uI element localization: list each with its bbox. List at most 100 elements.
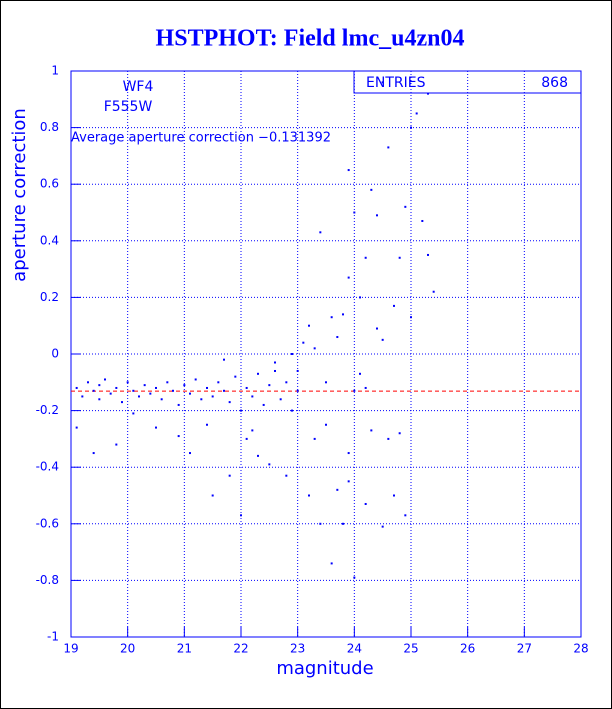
y-tick-label: -1 bbox=[47, 630, 59, 644]
x-tick-label: 19 bbox=[63, 642, 78, 656]
point bbox=[274, 369, 276, 372]
point bbox=[342, 313, 344, 316]
point bbox=[308, 324, 310, 327]
point bbox=[313, 347, 316, 350]
point bbox=[370, 188, 373, 191]
point bbox=[376, 327, 378, 330]
point bbox=[245, 437, 248, 440]
point bbox=[353, 211, 356, 214]
point bbox=[427, 92, 429, 95]
point bbox=[381, 338, 384, 341]
point bbox=[228, 401, 231, 404]
point bbox=[228, 474, 231, 477]
point bbox=[251, 395, 254, 398]
point bbox=[410, 126, 412, 129]
x-tick-label: 20 bbox=[120, 642, 135, 656]
point bbox=[160, 398, 163, 401]
y-tick-label: -0.6 bbox=[36, 516, 59, 530]
point bbox=[296, 369, 299, 372]
y-tick-label: 0 bbox=[51, 347, 59, 361]
point bbox=[223, 389, 225, 392]
point bbox=[308, 494, 310, 497]
chart-title: HSTPHOT: Field lmc_u4zn04 bbox=[156, 26, 465, 52]
point bbox=[381, 525, 384, 528]
point bbox=[353, 576, 356, 579]
point bbox=[234, 375, 237, 378]
point bbox=[427, 253, 429, 256]
y-axis-label: aperture correction bbox=[9, 108, 30, 282]
x-tick-label: 22 bbox=[233, 642, 248, 656]
point bbox=[274, 361, 276, 364]
point bbox=[177, 435, 180, 438]
point bbox=[285, 381, 288, 384]
point bbox=[347, 480, 350, 483]
point bbox=[87, 381, 89, 384]
point bbox=[149, 392, 152, 395]
point bbox=[132, 412, 135, 415]
point bbox=[319, 522, 322, 525]
point bbox=[257, 454, 259, 457]
point bbox=[393, 494, 395, 497]
point bbox=[387, 437, 390, 440]
y-tick-label: 0.8 bbox=[40, 120, 59, 134]
y-tick-label: 0.4 bbox=[40, 233, 59, 247]
point bbox=[432, 290, 435, 293]
point bbox=[121, 401, 123, 404]
y-tick-label: -0.4 bbox=[36, 460, 59, 474]
point bbox=[342, 522, 344, 525]
point bbox=[217, 381, 220, 384]
point bbox=[200, 398, 203, 401]
point bbox=[268, 463, 271, 466]
point bbox=[109, 392, 112, 395]
point bbox=[177, 403, 180, 406]
point bbox=[262, 403, 265, 406]
point bbox=[115, 386, 118, 389]
x-tick-label: 25 bbox=[403, 642, 418, 656]
y-tick-label: -0.2 bbox=[36, 403, 59, 417]
point bbox=[347, 169, 350, 172]
point bbox=[126, 381, 129, 384]
y-tick-label: 1 bbox=[51, 64, 59, 78]
point bbox=[240, 514, 242, 517]
point bbox=[359, 296, 361, 299]
point bbox=[189, 392, 191, 395]
point bbox=[138, 395, 140, 398]
point bbox=[104, 378, 106, 381]
point bbox=[92, 389, 95, 392]
point bbox=[410, 316, 412, 319]
point bbox=[415, 112, 418, 115]
point bbox=[268, 384, 271, 387]
point bbox=[211, 395, 214, 398]
y-tick-label: 0.6 bbox=[40, 177, 59, 191]
point bbox=[75, 386, 78, 389]
x-tick-label: 23 bbox=[290, 642, 305, 656]
x-tick-label: 26 bbox=[460, 642, 475, 656]
point bbox=[364, 386, 367, 389]
point bbox=[387, 146, 390, 149]
point bbox=[404, 514, 407, 517]
point bbox=[325, 381, 327, 384]
point bbox=[143, 384, 146, 387]
point bbox=[92, 452, 95, 455]
point bbox=[330, 316, 333, 319]
point bbox=[172, 389, 174, 392]
point bbox=[330, 562, 333, 565]
point bbox=[189, 452, 191, 455]
point bbox=[251, 429, 254, 432]
point bbox=[155, 426, 157, 429]
point bbox=[347, 276, 350, 279]
point bbox=[206, 386, 208, 389]
point bbox=[223, 358, 225, 361]
point bbox=[353, 389, 356, 392]
point bbox=[183, 384, 186, 387]
point bbox=[285, 474, 288, 477]
point bbox=[398, 256, 401, 259]
point bbox=[257, 372, 259, 375]
point bbox=[313, 437, 316, 440]
point bbox=[240, 409, 242, 412]
point bbox=[291, 353, 293, 355]
point bbox=[98, 398, 101, 401]
annotation: WF4 bbox=[123, 79, 154, 95]
x-tick-label: 21 bbox=[177, 642, 192, 656]
